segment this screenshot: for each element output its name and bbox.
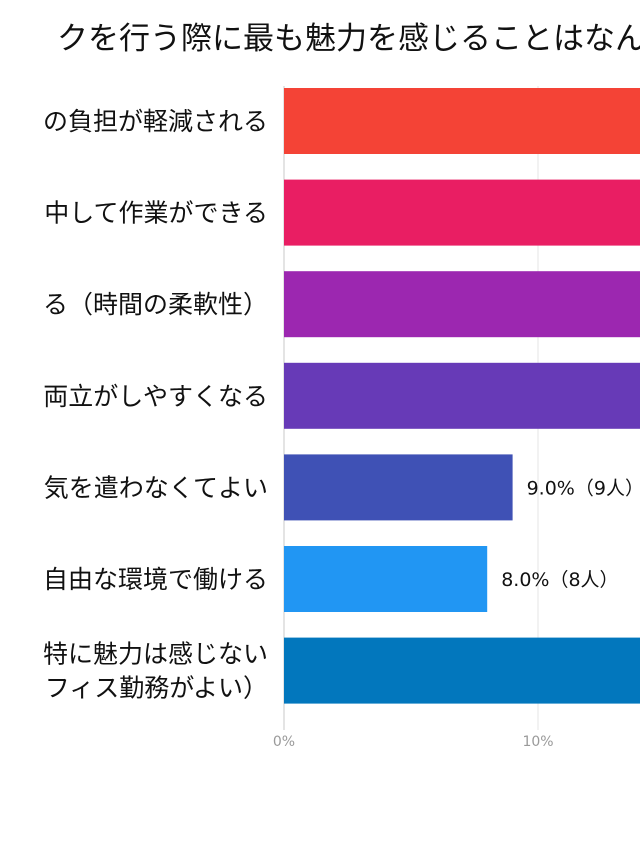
category-label: フィス勤務がよい） (45, 674, 268, 703)
bar (284, 271, 640, 338)
bar (284, 362, 640, 429)
x-tick-label: 0% (273, 734, 295, 750)
bar (284, 179, 640, 246)
category-label: 自由な環境で働ける (43, 565, 268, 594)
bar (284, 637, 640, 704)
category-label: る（時間の柔軟性） (43, 290, 268, 319)
category-label: 両立がしやすくなる (43, 382, 268, 411)
chart-title: クを行う際に最も魅力を感じることはなん (57, 21, 640, 57)
bar (284, 454, 513, 521)
value-label: 8.0%（8人） (501, 569, 618, 591)
bar (284, 546, 488, 612)
x-tick-label: 10% (522, 734, 553, 750)
category-label: 中して作業ができる (44, 199, 268, 228)
category-label: 気を遣わなくてよい (44, 473, 268, 502)
category-label: の負担が軽減される (43, 107, 268, 136)
bar (284, 88, 640, 154)
value-label: 9.0%（9人） (527, 477, 640, 499)
category-label: 特に魅力は感じない (43, 640, 268, 669)
